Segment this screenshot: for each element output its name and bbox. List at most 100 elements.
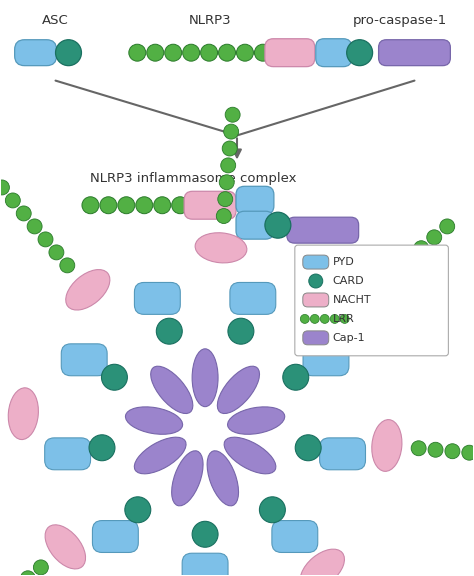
- Ellipse shape: [445, 444, 460, 458]
- Ellipse shape: [216, 209, 231, 223]
- Ellipse shape: [218, 366, 259, 414]
- Ellipse shape: [156, 319, 182, 344]
- Ellipse shape: [427, 230, 442, 245]
- Ellipse shape: [228, 319, 254, 344]
- FancyBboxPatch shape: [184, 191, 236, 219]
- Ellipse shape: [224, 124, 238, 139]
- Ellipse shape: [82, 197, 99, 214]
- Ellipse shape: [325, 290, 365, 334]
- Ellipse shape: [89, 435, 115, 461]
- Ellipse shape: [462, 445, 474, 460]
- Ellipse shape: [225, 107, 240, 122]
- Ellipse shape: [224, 437, 276, 474]
- Ellipse shape: [346, 40, 373, 66]
- Ellipse shape: [320, 314, 329, 323]
- Ellipse shape: [118, 197, 135, 214]
- Text: NLRP3 inflammasome complex: NLRP3 inflammasome complex: [91, 172, 297, 185]
- Text: LRR: LRR: [333, 314, 355, 324]
- Ellipse shape: [237, 44, 254, 61]
- Ellipse shape: [228, 407, 285, 434]
- FancyBboxPatch shape: [92, 521, 138, 552]
- FancyBboxPatch shape: [319, 438, 365, 470]
- FancyBboxPatch shape: [303, 331, 329, 345]
- Ellipse shape: [372, 420, 402, 471]
- Ellipse shape: [154, 197, 171, 214]
- Ellipse shape: [207, 451, 238, 506]
- Ellipse shape: [301, 314, 310, 323]
- FancyBboxPatch shape: [272, 521, 318, 552]
- FancyBboxPatch shape: [303, 344, 349, 376]
- Ellipse shape: [219, 175, 234, 190]
- Ellipse shape: [27, 219, 42, 234]
- Ellipse shape: [129, 44, 146, 61]
- Ellipse shape: [411, 441, 426, 456]
- Ellipse shape: [136, 197, 153, 214]
- Ellipse shape: [182, 44, 200, 61]
- Text: PYD: PYD: [333, 257, 355, 267]
- Ellipse shape: [8, 388, 38, 439]
- Ellipse shape: [218, 192, 233, 207]
- FancyBboxPatch shape: [295, 245, 448, 356]
- Ellipse shape: [126, 407, 182, 434]
- FancyBboxPatch shape: [236, 186, 274, 214]
- Ellipse shape: [60, 258, 75, 273]
- Ellipse shape: [428, 442, 443, 457]
- Ellipse shape: [49, 245, 64, 260]
- Ellipse shape: [265, 212, 291, 238]
- Text: NACHT: NACHT: [333, 295, 371, 305]
- Ellipse shape: [55, 40, 82, 66]
- Ellipse shape: [195, 233, 247, 263]
- Ellipse shape: [16, 206, 31, 221]
- FancyBboxPatch shape: [15, 40, 56, 66]
- Ellipse shape: [330, 314, 339, 323]
- FancyBboxPatch shape: [182, 553, 228, 576]
- Ellipse shape: [201, 44, 218, 61]
- Text: ASC: ASC: [42, 14, 69, 27]
- Ellipse shape: [440, 219, 455, 234]
- FancyBboxPatch shape: [61, 344, 107, 376]
- Ellipse shape: [66, 270, 110, 310]
- Ellipse shape: [192, 349, 218, 407]
- Ellipse shape: [283, 364, 309, 390]
- FancyBboxPatch shape: [45, 438, 91, 470]
- Ellipse shape: [255, 44, 272, 61]
- Ellipse shape: [134, 437, 186, 474]
- Ellipse shape: [310, 314, 319, 323]
- Ellipse shape: [151, 366, 193, 414]
- Ellipse shape: [301, 549, 345, 576]
- FancyBboxPatch shape: [135, 282, 180, 314]
- Ellipse shape: [38, 232, 53, 247]
- Text: CARD: CARD: [333, 276, 365, 286]
- Ellipse shape: [172, 197, 189, 214]
- Ellipse shape: [388, 263, 403, 278]
- Ellipse shape: [219, 44, 236, 61]
- Text: pro-caspase-1: pro-caspase-1: [352, 14, 447, 27]
- Ellipse shape: [147, 44, 164, 61]
- Ellipse shape: [20, 571, 36, 576]
- FancyBboxPatch shape: [316, 39, 352, 67]
- Ellipse shape: [33, 560, 48, 575]
- Ellipse shape: [375, 274, 390, 289]
- Ellipse shape: [101, 364, 128, 390]
- FancyBboxPatch shape: [303, 255, 329, 269]
- Text: Cap-1: Cap-1: [333, 333, 365, 343]
- FancyBboxPatch shape: [265, 39, 315, 67]
- Ellipse shape: [125, 497, 151, 523]
- Ellipse shape: [100, 197, 117, 214]
- Ellipse shape: [259, 497, 285, 523]
- FancyBboxPatch shape: [287, 217, 359, 243]
- Ellipse shape: [295, 435, 321, 461]
- Ellipse shape: [362, 285, 377, 300]
- Ellipse shape: [5, 193, 20, 208]
- Ellipse shape: [0, 180, 9, 195]
- Ellipse shape: [309, 274, 323, 288]
- Ellipse shape: [222, 141, 237, 156]
- Ellipse shape: [192, 521, 218, 547]
- FancyBboxPatch shape: [236, 211, 274, 239]
- Ellipse shape: [45, 525, 85, 569]
- Ellipse shape: [401, 252, 416, 267]
- Ellipse shape: [172, 451, 203, 506]
- Ellipse shape: [414, 241, 428, 256]
- Text: NLRP3: NLRP3: [189, 14, 231, 27]
- Ellipse shape: [164, 44, 182, 61]
